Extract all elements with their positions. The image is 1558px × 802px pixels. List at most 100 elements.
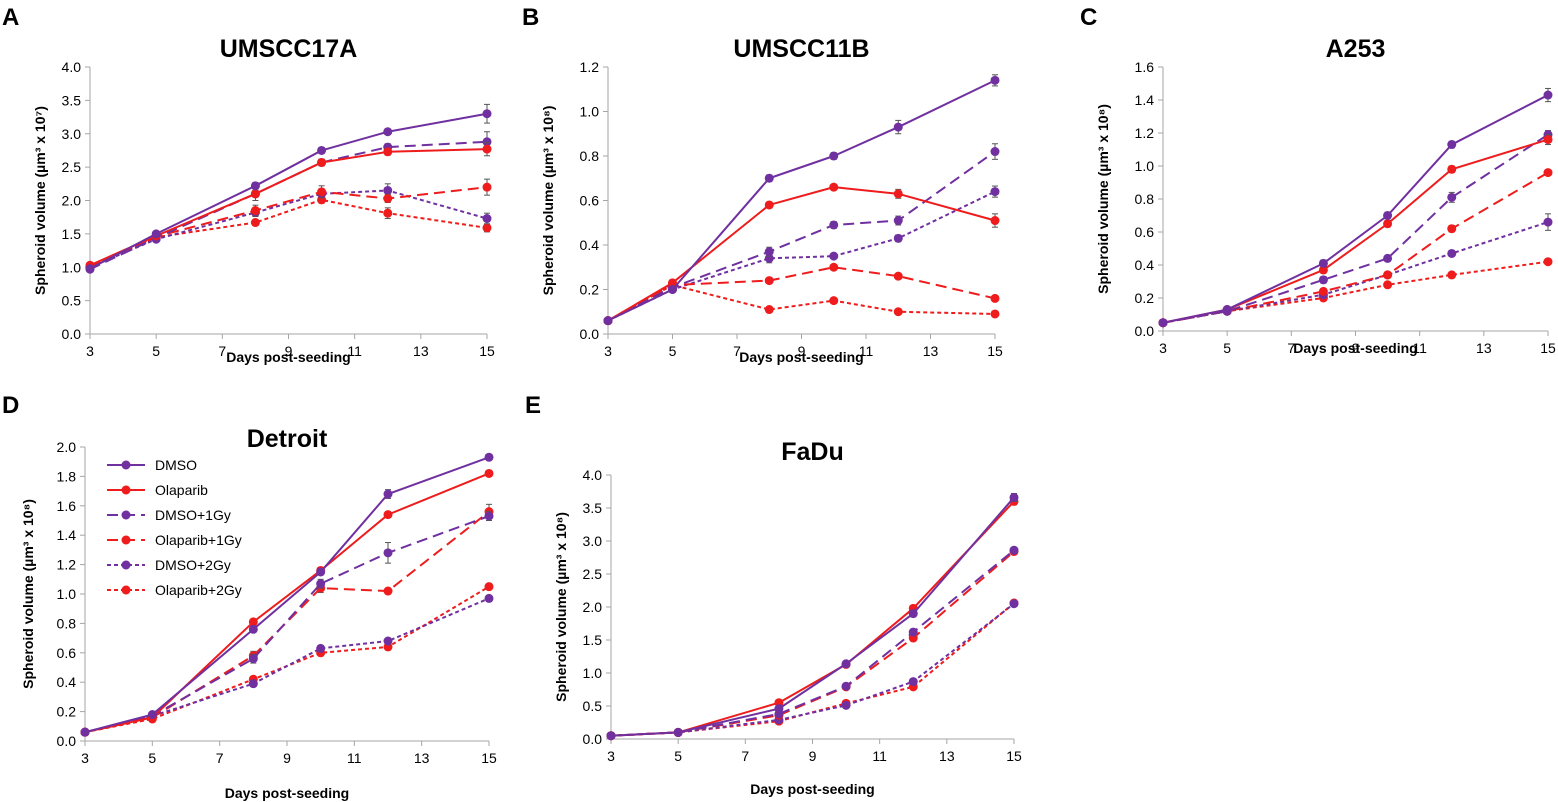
series-line (84, 515, 490, 734)
series-dmso-1gy-a (85, 131, 492, 274)
data-point (893, 189, 903, 199)
data-point (1009, 492, 1019, 502)
data-point (829, 251, 839, 261)
data-point (990, 309, 1000, 319)
data-point (484, 511, 494, 521)
series-olaparib-2gy-b (603, 280, 1000, 326)
legend-label: DMSO+2Gy (155, 557, 231, 573)
y-tick-label: 3.0 (62, 126, 82, 142)
data-point (841, 681, 851, 691)
series-dmso-2gy-a (85, 183, 492, 272)
x-tick-label: 15 (987, 343, 1003, 359)
x-tick-label: 11 (347, 343, 362, 359)
data-point (829, 296, 839, 306)
chart-title-c: A253 (1326, 35, 1386, 63)
data-point (668, 285, 677, 294)
y-tick-label: 3.5 (583, 500, 603, 516)
y-tick-label: 1.5 (62, 226, 82, 242)
data-point (482, 144, 492, 154)
y-tick-label: 1.8 (57, 468, 77, 484)
data-point (774, 704, 784, 714)
panel-letter-d: D (2, 392, 19, 419)
data-point (990, 293, 1000, 303)
x-tick-label: 11 (872, 748, 887, 764)
legend-item-olaparib: Olaparib (107, 482, 208, 498)
y-tick-label: 0.4 (1135, 257, 1155, 273)
y-tick-label: 1.2 (580, 59, 600, 75)
data-point (316, 567, 326, 577)
y-tick-label: 2.5 (583, 566, 603, 582)
x-tick-label: 3 (607, 748, 615, 764)
y-tick-label: 1.5 (583, 632, 603, 648)
x-tick-label: 15 (1006, 748, 1022, 764)
data-point (383, 548, 393, 558)
data-point (764, 305, 774, 315)
y-axis-title-d: Spheroid volume (µm³ x 10⁸) (20, 499, 36, 689)
series-olaparib-2gy-c (1158, 257, 1553, 328)
data-point (482, 137, 492, 147)
y-tick-label: 2.0 (583, 599, 603, 615)
data-point (484, 582, 494, 592)
series-olaparib-c (1158, 134, 1553, 328)
y-tick-label: 0.6 (57, 645, 77, 661)
y-tick-label: 1.6 (1135, 59, 1155, 75)
x-axis-title-a: Days post-seeding (226, 349, 350, 365)
data-point (1009, 545, 1019, 555)
panel-letter-e: E (525, 392, 541, 419)
series-dmso-1gy-c (1158, 130, 1553, 328)
data-point (1543, 135, 1553, 145)
series-line (84, 456, 490, 734)
x-tick-label: 13 (923, 343, 939, 359)
data-point (383, 489, 393, 499)
x-tick-label: 7 (1287, 340, 1295, 356)
legend-item-olaparib-2gy: Olaparib+2Gy (107, 582, 242, 598)
y-tick-label: 0.2 (580, 282, 600, 298)
y-tick-label: 0.8 (57, 615, 77, 631)
y-tick-label: 0.4 (57, 674, 77, 690)
data-point (1447, 248, 1457, 258)
y-tick-label: 4.0 (62, 59, 82, 75)
x-tick-label: 13 (414, 750, 430, 766)
y-tick-label: 1.0 (62, 259, 82, 275)
series-line (607, 284, 996, 322)
data-point (1383, 219, 1393, 229)
legend-item-dmso-1gy: DMSO+1Gy (107, 507, 231, 523)
data-point (250, 181, 260, 191)
legend-item-olaparib-1gy: Olaparib+1Gy (107, 532, 242, 548)
data-point (1447, 270, 1457, 280)
data-point (1318, 258, 1328, 268)
series-line (610, 550, 1015, 737)
legend-label: Olaparib+2Gy (155, 582, 242, 598)
series-line (607, 79, 996, 322)
x-tick-label: 7 (733, 343, 741, 359)
legend-item-dmso: DMSO (107, 457, 197, 473)
series-line (84, 597, 490, 734)
data-point (1009, 599, 1019, 609)
data-point (990, 216, 1000, 226)
data-point (383, 636, 393, 646)
data-point (484, 593, 494, 603)
y-tick-label: 0.8 (580, 148, 600, 164)
data-point (990, 187, 1000, 197)
y-tick-label: 0.8 (1135, 191, 1155, 207)
series-dmso-a (85, 103, 492, 274)
data-point (250, 218, 260, 228)
data-point (383, 185, 393, 195)
x-tick-label: 5 (148, 750, 156, 766)
series-dmso-1gy-e (606, 545, 1019, 741)
series-line (610, 602, 1015, 737)
data-point (1383, 280, 1393, 290)
y-axis-title-e: Spheroid volume (µm³ x 10⁸) (553, 512, 569, 702)
y-tick-label: 1.0 (1135, 158, 1155, 174)
x-tick-label: 3 (604, 343, 612, 359)
data-point (829, 182, 839, 192)
legend-marker (121, 585, 131, 595)
data-point (908, 677, 918, 687)
series-olaparib-1gy-e (606, 547, 1019, 741)
x-tick-label: 7 (218, 343, 226, 359)
series-olaparib-2gy-d (80, 582, 494, 737)
x-tick-label: 9 (798, 343, 806, 359)
y-tick-label: 1.6 (57, 498, 77, 514)
x-tick-label: 3 (1159, 340, 1167, 356)
x-tick-label: 9 (809, 748, 817, 764)
